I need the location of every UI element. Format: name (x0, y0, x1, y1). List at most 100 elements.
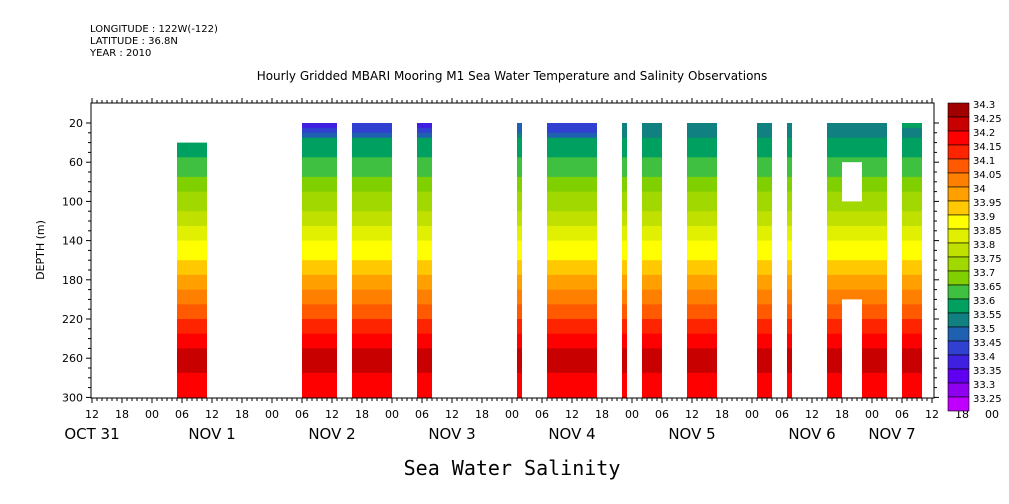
colorbar-swatch (947, 214, 970, 230)
salinity-band (517, 196, 522, 202)
colorbar-label: 34.3 (973, 100, 995, 111)
salinity-band (757, 368, 772, 374)
salinity-band (177, 255, 207, 261)
salinity-band (417, 309, 432, 315)
salinity-band (642, 294, 662, 300)
salinity-band (547, 216, 597, 222)
salinity-band (642, 123, 662, 129)
salinity-band (417, 377, 432, 384)
salinity-band (622, 333, 627, 340)
salinity-band (642, 172, 662, 178)
salinity-band (757, 147, 772, 153)
salinity-band (757, 211, 772, 217)
salinity-band (757, 216, 772, 222)
salinity-band (547, 255, 597, 261)
salinity-band (687, 240, 717, 247)
salinity-band (757, 123, 772, 129)
salinity-band (642, 328, 662, 335)
salinity-band (517, 309, 522, 315)
salinity-band (417, 333, 432, 340)
salinity-band (352, 181, 392, 188)
data-segment (517, 123, 522, 398)
salinity-band (827, 260, 887, 266)
salinity-band (757, 265, 772, 271)
salinity-band (687, 127, 717, 134)
salinity-band (352, 162, 392, 168)
salinity-band (622, 289, 627, 296)
colorbar-swatch (947, 186, 970, 202)
salinity-band (622, 176, 627, 183)
salinity-band (517, 382, 522, 389)
salinity-band (352, 304, 392, 310)
salinity-band (177, 260, 207, 266)
salinity-band (302, 338, 337, 345)
data-segment (547, 123, 597, 398)
colorbar-label: 33.8 (973, 240, 995, 251)
salinity-band (827, 137, 887, 144)
salinity-band (547, 314, 597, 320)
salinity-band (622, 309, 627, 315)
salinity-band (177, 353, 207, 359)
salinity-band (177, 265, 207, 271)
salinity-band (622, 372, 627, 379)
salinity-band (352, 289, 392, 296)
salinity-band (352, 137, 392, 144)
salinity-band (902, 328, 922, 335)
salinity-band (547, 265, 597, 271)
colorbar-swatch (947, 270, 970, 286)
salinity-band (642, 387, 662, 394)
salinity-band (352, 201, 392, 207)
salinity-band (352, 279, 392, 286)
salinity-band (687, 152, 717, 158)
salinity-band (622, 206, 627, 212)
salinity-band (352, 294, 392, 300)
salinity-band (687, 358, 717, 364)
x-date-label: NOV 7 (868, 425, 915, 443)
salinity-band (177, 377, 207, 384)
salinity-band (787, 255, 792, 261)
salinity-band (622, 304, 627, 310)
x-date-label: NOV 1 (188, 425, 235, 443)
salinity-band (687, 221, 717, 227)
salinity-band (757, 382, 772, 389)
salinity-band (177, 279, 207, 286)
salinity-band (352, 328, 392, 335)
data-segment (622, 123, 627, 398)
salinity-band (902, 382, 922, 389)
salinity-band (622, 186, 627, 193)
salinity-band (352, 387, 392, 394)
salinity-band (687, 265, 717, 271)
salinity-band (687, 377, 717, 384)
x-tick-label: 06 (535, 408, 549, 421)
salinity-band (177, 157, 207, 163)
data-segment (642, 123, 662, 398)
salinity-band (622, 284, 627, 291)
salinity-band (642, 343, 662, 349)
salinity-band (642, 225, 662, 232)
salinity-band (352, 270, 392, 276)
salinity-band (352, 314, 392, 320)
salinity-band (517, 137, 522, 144)
salinity-band (827, 152, 887, 158)
salinity-band (787, 314, 792, 320)
salinity-band (352, 191, 392, 198)
salinity-band (517, 216, 522, 222)
salinity-band (622, 147, 627, 153)
colorbar-swatch (947, 158, 970, 174)
salinity-band (547, 353, 597, 359)
x-tick-label: 12 (685, 408, 699, 421)
salinity-band (902, 289, 922, 296)
salinity-band (547, 172, 597, 178)
x-tick-label: 12 (85, 408, 99, 421)
salinity-band (687, 137, 717, 144)
salinity-band (757, 279, 772, 286)
x-tick-label: 12 (925, 408, 939, 421)
y-tick-label: 60 (69, 156, 83, 169)
salinity-band (622, 172, 627, 178)
salinity-band (352, 338, 392, 345)
salinity-band (687, 186, 717, 193)
salinity-band (547, 147, 597, 153)
salinity-band (517, 186, 522, 193)
salinity-band (417, 348, 432, 354)
salinity-band (642, 186, 662, 193)
